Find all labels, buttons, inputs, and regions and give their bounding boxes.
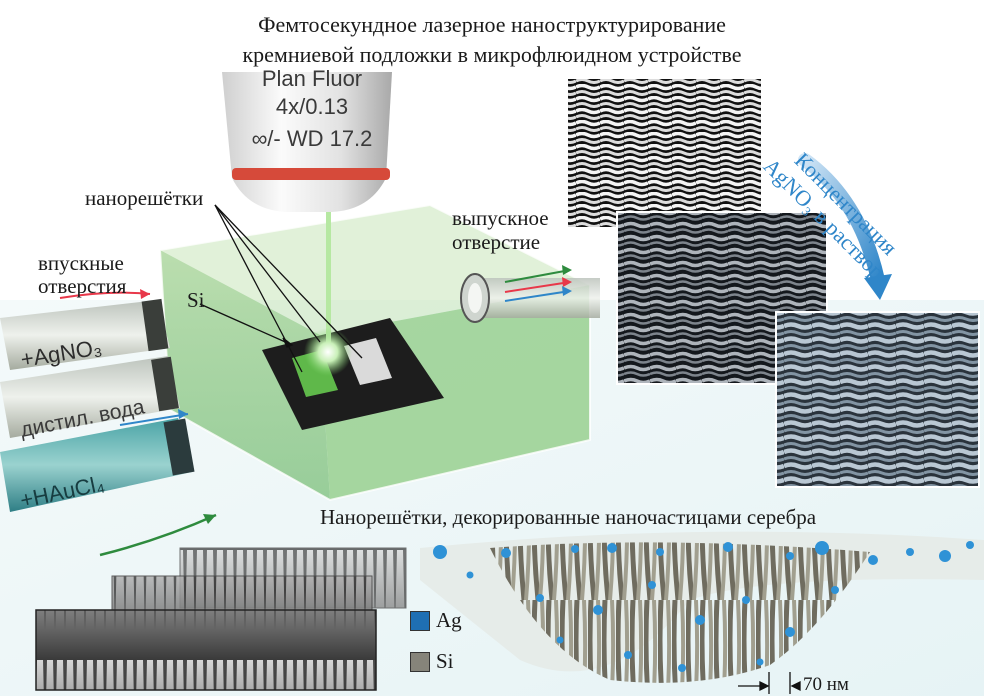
scale-label: 70 нм xyxy=(803,674,849,695)
pointer-lines xyxy=(199,204,363,373)
legend-swatch-si xyxy=(410,651,430,672)
label-outlet: выпускное отверстие xyxy=(452,206,549,254)
legend: Ag Si xyxy=(410,608,462,674)
legend-item-si: Si xyxy=(410,649,462,674)
title-line-1: Фемтосекундное лазерное наноструктуриров… xyxy=(258,12,726,37)
outlet-flow-arrows xyxy=(504,265,572,302)
sem-image-low xyxy=(566,77,763,229)
label-nanogratings: нанорешётки xyxy=(85,186,204,210)
decorated-caption: Нанорешётки, декорированные наночастицам… xyxy=(320,505,817,529)
concentration-arrowhead xyxy=(864,274,892,300)
label-inlets: впускные отверстия xyxy=(38,252,126,298)
sem-image-high xyxy=(775,311,980,488)
tomography-reconstruction xyxy=(420,531,984,683)
title-line-2: кремниевой подложки в микрофлюидном устр… xyxy=(242,42,742,67)
legend-label-ag: Ag xyxy=(436,608,462,632)
label-si: Si xyxy=(187,288,205,312)
laser-beam xyxy=(326,208,331,353)
concentration-arrow xyxy=(798,153,885,287)
laser-spot xyxy=(304,328,352,376)
legend-label-si: Si xyxy=(436,649,454,673)
label-outlet-line-2: отверстие xyxy=(452,230,541,254)
figure-title: Фемтосекундное лазерное наноструктуриров… xyxy=(0,10,984,70)
scale-bar xyxy=(738,672,801,694)
objective-label-1: Plan Fluor xyxy=(262,66,362,91)
label-inlets-line-2: отверстия xyxy=(38,274,127,298)
objective-label-2: 4x/0.13 xyxy=(276,94,348,119)
label-inlets-line-1: впускные xyxy=(38,251,124,275)
legend-swatch-ag xyxy=(410,610,430,631)
inlet-tube-haucl4 xyxy=(0,418,195,512)
inlet-tube-agno3 xyxy=(0,298,170,370)
label-outlet-line-1: выпускное xyxy=(452,206,549,230)
outlet-tube xyxy=(460,273,600,323)
inlet-flow-arrows xyxy=(59,289,217,557)
objective-label-3: ∞/- WD 17.2 xyxy=(252,126,373,151)
cross-section-stack xyxy=(35,547,407,691)
legend-item-ag: Ag xyxy=(410,608,462,633)
inlet-tube-water xyxy=(0,356,180,438)
microscope-objective: Plan Fluor 4x/0.13 ∞/- WD 17.2 xyxy=(222,66,392,212)
